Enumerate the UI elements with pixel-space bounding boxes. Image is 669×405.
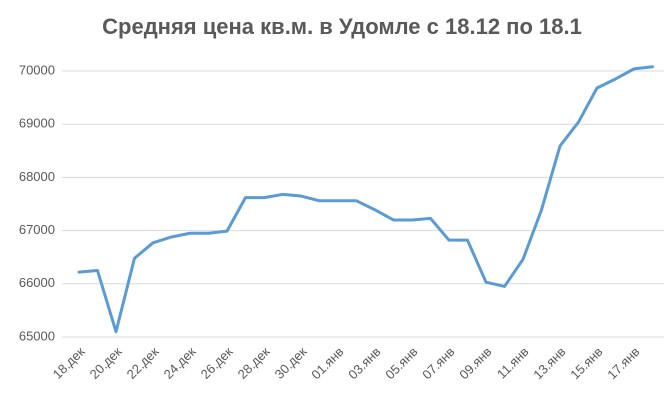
- x-tick-label: 24.дек: [161, 344, 199, 382]
- x-tick-label: 17.янв: [604, 344, 642, 382]
- x-tick-label: 03.янв: [345, 344, 383, 382]
- x-tick-label: 30.дек: [272, 344, 310, 382]
- x-tick-label: 15.янв: [567, 344, 605, 382]
- y-tick-label: 65000: [19, 328, 55, 343]
- line-series: [77, 65, 654, 334]
- x-tick-label: 18.дек: [50, 344, 88, 382]
- x-tick-label: 20.дек: [87, 344, 125, 382]
- x-tick-label: 26.дек: [198, 344, 236, 382]
- x-tick-label: 07.янв: [419, 344, 457, 382]
- x-tick-label: 01.янв: [308, 344, 346, 382]
- x-tick-label: 05.янв: [382, 344, 420, 382]
- y-tick-label: 70000: [19, 62, 55, 77]
- y-tick-label: 68000: [19, 169, 55, 184]
- x-tick-label: 09.янв: [456, 344, 494, 382]
- x-tick-label: 11.янв: [494, 344, 532, 382]
- chart-title: Средняя цена кв.м. в Удомле с 18.12 по 1…: [102, 14, 582, 39]
- y-tick-label: 69000: [19, 116, 55, 131]
- x-tick-label: 13.янв: [530, 344, 568, 382]
- x-tick-label: 22.дек: [124, 344, 162, 382]
- y-tick-label: 67000: [19, 222, 55, 237]
- x-tick-label: 28.дек: [235, 344, 273, 382]
- y-tick-label: 66000: [19, 275, 55, 290]
